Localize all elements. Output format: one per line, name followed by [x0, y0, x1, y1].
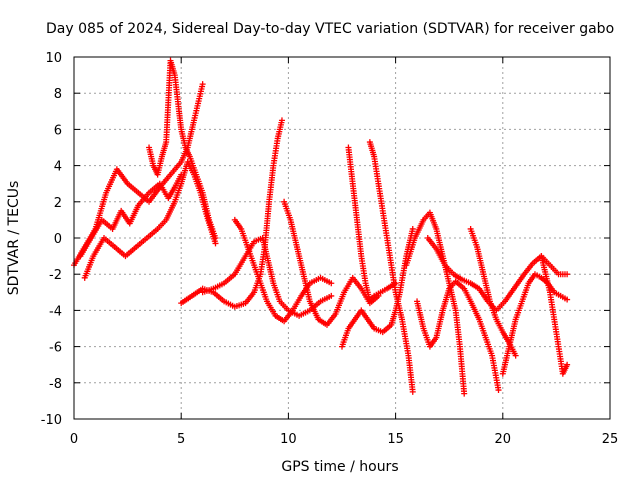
data-point — [461, 390, 468, 397]
data-layer — [71, 57, 571, 397]
x-tick-label: 20 — [495, 432, 512, 447]
y-axis-title: SDTVAR / TECUs — [6, 181, 22, 296]
data-point — [212, 235, 219, 241]
tick-layer: 0 5 10 15 20 25 -10 -8 -6 -4 -2 0 2 4 6 8 10 — [41, 51, 619, 447]
y-tick-label: -8 — [49, 377, 62, 392]
data-point — [409, 388, 416, 395]
y-tick-label: -10 — [41, 413, 62, 428]
x-tick-label: 5 — [177, 432, 185, 447]
y-tick-label: -6 — [49, 341, 62, 356]
data-series — [199, 235, 335, 319]
data-series — [366, 139, 416, 395]
data-series — [424, 235, 571, 314]
y-tick-label: 2 — [54, 196, 62, 211]
data-series — [178, 117, 285, 310]
x-tick-label: 10 — [280, 432, 297, 447]
data-point — [212, 240, 219, 247]
x-axis-title: GPS time / hours — [281, 459, 398, 475]
data-series — [414, 278, 502, 394]
data-point — [564, 271, 571, 278]
y-tick-label: 8 — [54, 87, 62, 102]
data-series — [281, 198, 382, 328]
y-tick-label: -4 — [49, 304, 62, 319]
data-series — [538, 253, 571, 377]
data-point — [512, 352, 519, 359]
data-point — [328, 292, 335, 299]
y-tick-label: 6 — [54, 123, 62, 138]
x-tick-label: 0 — [70, 432, 78, 447]
data-point — [564, 361, 571, 368]
data-point — [328, 280, 335, 287]
data-point — [495, 387, 502, 394]
y-tick-label: 4 — [54, 160, 62, 175]
grid-layer — [74, 57, 610, 419]
y-tick-label: 0 — [54, 232, 62, 247]
data-series — [231, 216, 335, 325]
data-point — [278, 117, 285, 124]
y-tick-label: 10 — [45, 51, 62, 66]
x-tick-label: 25 — [602, 432, 619, 447]
data-series — [146, 57, 219, 241]
x-tick-label: 15 — [387, 432, 404, 447]
chart-title: Day 085 of 2024, Sidereal Day-to-day VTE… — [46, 21, 614, 37]
data-series — [403, 209, 468, 397]
data-point — [409, 225, 416, 232]
data-point — [564, 296, 571, 303]
y-tick-label: -2 — [49, 268, 62, 283]
data-point — [199, 81, 206, 88]
